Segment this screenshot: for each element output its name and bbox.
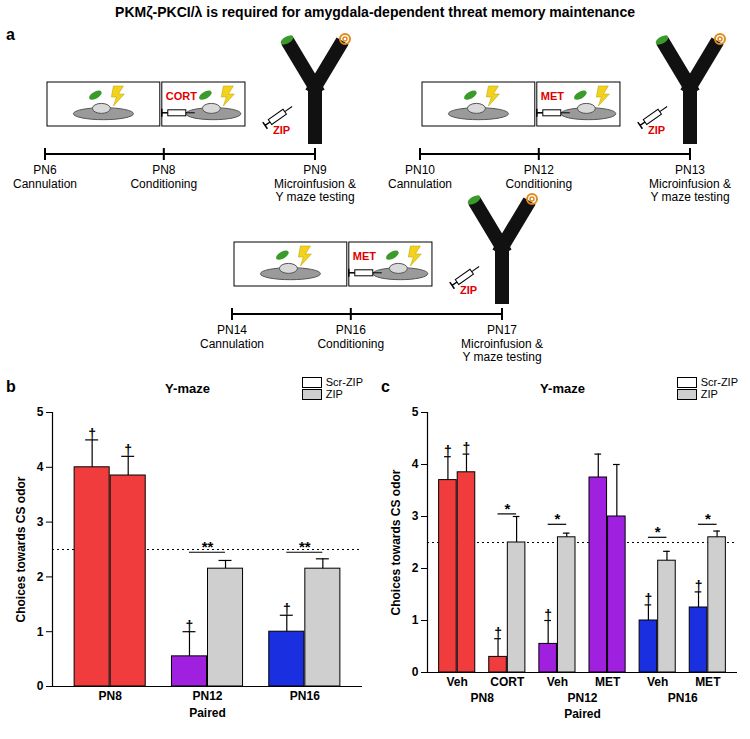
svg-text:1: 1 (412, 613, 419, 627)
svg-text:Paired: Paired (564, 707, 601, 721)
svg-text:PN8: PN8 (152, 163, 176, 177)
svg-text:**: ** (299, 538, 311, 555)
html-text:ZIP: ZIP (700, 388, 718, 400)
svg-text:Paired: Paired (189, 706, 226, 720)
svg-text:PN8: PN8 (99, 689, 123, 703)
svg-text:Conditioning: Conditioning (130, 177, 197, 191)
svg-text:MET: MET (353, 250, 377, 262)
svg-text:†: † (644, 591, 652, 607)
svg-text:0: 0 (412, 665, 419, 679)
html-text:c: c (381, 378, 390, 395)
svg-text:4: 4 (412, 457, 419, 471)
svg-text:*: * (655, 523, 661, 540)
svg-text:Microinfusion &: Microinfusion & (649, 177, 731, 191)
svg-text:Choices towards CS odor: Choices towards CS odor (389, 469, 403, 615)
svg-text:1: 1 (37, 625, 44, 639)
svg-text:3: 3 (412, 509, 419, 523)
svg-text:Veh: Veh (647, 675, 668, 689)
svg-text:†: † (695, 578, 703, 594)
svg-text:MET: MET (695, 675, 721, 689)
svg-text:Veh: Veh (447, 675, 468, 689)
svg-text:3: 3 (37, 515, 44, 529)
svg-text:Y maze testing: Y maze testing (650, 190, 729, 204)
svg-text:†: † (444, 443, 452, 459)
svg-text:PN8: PN8 (471, 691, 495, 705)
svg-text:Cannulation: Cannulation (388, 177, 452, 191)
svg-text:PN6: PN6 (33, 163, 57, 177)
svg-text:†: † (494, 625, 502, 641)
html-text:Scr-ZIP: Scr-ZIP (325, 376, 363, 388)
html-text:ZIP: ZIP (325, 388, 343, 400)
svg-text:MET: MET (541, 90, 565, 102)
svg-text:4: 4 (37, 460, 44, 474)
svg-text:PN12: PN12 (524, 163, 554, 177)
svg-text:Microinfusion &: Microinfusion & (274, 177, 356, 191)
svg-text:2: 2 (412, 561, 419, 575)
svg-text:Microinfusion &: Microinfusion & (461, 337, 543, 351)
svg-text:ZIP: ZIP (460, 284, 477, 296)
svg-text:PN12: PN12 (192, 689, 222, 703)
svg-text:Conditioning: Conditioning (317, 337, 384, 351)
svg-text:5: 5 (37, 405, 44, 419)
html-text:Scr-ZIP: Scr-ZIP (700, 376, 738, 388)
svg-text:†: † (463, 440, 471, 456)
svg-text:ZIP: ZIP (648, 124, 665, 136)
svg-text:2: 2 (37, 570, 44, 584)
svg-text:CORT: CORT (490, 675, 525, 689)
svg-text:**: ** (202, 538, 214, 555)
svg-text:*: * (504, 500, 510, 517)
svg-text:†: † (186, 618, 194, 634)
svg-text:†: † (124, 442, 132, 458)
svg-text:PN17: PN17 (487, 323, 517, 337)
svg-text:PN9: PN9 (303, 163, 327, 177)
svg-text:PN12: PN12 (567, 691, 597, 705)
svg-text:MET: MET (595, 675, 621, 689)
svg-text:Veh: Veh (547, 675, 568, 689)
svg-text:Cannulation: Cannulation (13, 177, 77, 191)
svg-text:Conditioning: Conditioning (505, 177, 572, 191)
svg-text:PN16: PN16 (668, 691, 698, 705)
svg-text:PN16: PN16 (290, 689, 320, 703)
svg-text:†: † (88, 426, 96, 442)
html-text:PKMζ-PKCI/λ is required for am: PKMζ-PKCI/λ is required for amygdala-dep… (115, 4, 635, 20)
svg-text:CORT: CORT (166, 90, 197, 102)
svg-text:PN10: PN10 (405, 163, 435, 177)
svg-text:†: † (544, 607, 552, 623)
svg-text:Cannulation: Cannulation (200, 337, 264, 351)
svg-text:0: 0 (37, 679, 44, 693)
svg-text:a: a (6, 26, 15, 43)
svg-text:†: † (283, 601, 291, 617)
html-text:Y-maze: Y-maze (165, 381, 210, 396)
svg-text:Y maze testing: Y maze testing (275, 190, 354, 204)
svg-text:ZIP: ZIP (273, 124, 290, 136)
html-text:b: b (6, 378, 16, 395)
svg-text:Y maze testing: Y maze testing (462, 350, 541, 364)
svg-text:*: * (555, 510, 561, 527)
svg-text:PN13: PN13 (675, 163, 705, 177)
svg-text:*: * (705, 510, 711, 527)
html-text:Y-maze: Y-maze (540, 381, 585, 396)
svg-text:PN14: PN14 (217, 323, 247, 337)
svg-text:Choices towards CS odor: Choices towards CS odor (14, 476, 28, 622)
svg-text:5: 5 (412, 405, 419, 419)
svg-text:PN16: PN16 (336, 323, 366, 337)
